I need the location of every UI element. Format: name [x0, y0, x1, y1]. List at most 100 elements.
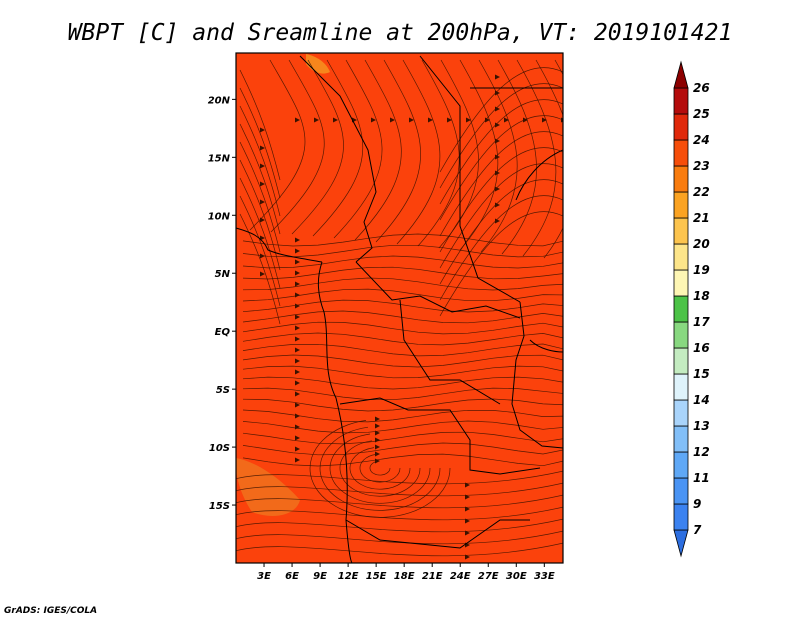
colorbar-bin [673, 165, 689, 193]
streamline-arrowhead [295, 424, 300, 430]
colorbar-label: 24 [693, 133, 710, 147]
streamline [239, 141, 281, 253]
colorbar-bin [673, 477, 689, 505]
y-axis: 20N 15N 10N 5N EQ 5S 10S 15S [208, 95, 236, 512]
streamline-arrowhead [314, 117, 319, 123]
streamline-arrowhead [260, 235, 265, 241]
streamline-arrowhead [295, 369, 300, 375]
grads-credit: GrADS: IGES/COLA [4, 606, 97, 616]
streamline-arrowhead [260, 217, 265, 223]
streamline [242, 376, 563, 390]
streamline-arrowhead [295, 281, 300, 287]
streamline-arrowhead [260, 253, 265, 259]
streamline [239, 213, 281, 325]
streamline-arrowhead [260, 181, 265, 187]
streamline-arrowhead [295, 347, 300, 353]
streamline [319, 426, 441, 511]
streamline [309, 420, 451, 518]
streamline-arrowhead [260, 199, 265, 205]
streamline [478, 59, 518, 253]
streamline [236, 518, 563, 533]
streamline-arrowhead [465, 482, 470, 488]
streamline [439, 115, 563, 221]
streamline-arrowhead [466, 117, 471, 123]
streamline-arrowhead [260, 127, 265, 133]
border-car [355, 261, 521, 319]
y-tick-label: 5S [216, 385, 230, 396]
country-borders [236, 55, 563, 563]
border-namibia [345, 519, 530, 549]
streamline-arrowhead [495, 90, 500, 96]
streamline-arrowhead [495, 186, 500, 192]
streamline [439, 83, 563, 189]
streamline [236, 542, 563, 557]
streamline [242, 255, 563, 269]
streamline-arrowhead [295, 391, 300, 397]
streamline [439, 99, 563, 205]
streamline [242, 277, 563, 291]
streamline [239, 87, 281, 199]
streamline-arrowhead [495, 74, 500, 80]
colorbar-label: 11 [693, 471, 710, 485]
streamline [242, 442, 563, 456]
streamline-arrowhead [295, 314, 300, 320]
streamline [249, 59, 306, 231]
streamline [438, 59, 479, 249]
streamline-arrowhead [542, 117, 547, 123]
chart-title: WBPT [C] and Sreamline at 200hPa, VT: 20… [68, 20, 733, 46]
streamline-arrowhead [295, 358, 300, 364]
streamline-arrowhead [504, 117, 509, 123]
streamline-arrowhead [495, 122, 500, 128]
map-panel [235, 52, 585, 564]
colorbar-bin [673, 295, 689, 323]
streamline [242, 365, 563, 379]
y-tick-label: 15S [209, 501, 230, 512]
streamline [439, 131, 563, 237]
colorbar-bin [673, 373, 689, 401]
streamline-arrowhead [295, 303, 300, 309]
streamline [242, 266, 563, 280]
y-tick-label: 10N [208, 211, 231, 222]
streamline-arrowhead [375, 416, 380, 422]
streamline [242, 354, 563, 368]
streamline-arrowhead [260, 271, 265, 277]
streamline-arrowhead [295, 457, 300, 463]
streamline [239, 105, 281, 217]
streamline [236, 530, 563, 545]
colorbar-bin [673, 217, 689, 245]
streamline-arrowhead [580, 118, 585, 123]
streamline [239, 123, 281, 235]
streamline-arrowhead [295, 435, 300, 441]
streamline-arrowhead [465, 506, 470, 512]
streamline-arrowhead [409, 117, 414, 123]
colorbar-label: 22 [693, 185, 710, 199]
colorbar-bin [673, 503, 689, 531]
streamline-arrowhead [295, 292, 300, 298]
streamline-arrowhead [333, 117, 338, 123]
streamline-arrowhead [465, 530, 470, 536]
colorbar-bin [673, 191, 689, 219]
colorbar-label: 17 [693, 315, 710, 329]
x-tick-label: 12E [338, 571, 359, 582]
streamline-arrowhead [375, 444, 380, 450]
streamline-arrowhead [523, 117, 528, 123]
streamline-arrowhead [390, 117, 395, 123]
border-niger-chad [299, 55, 377, 263]
streamline [236, 506, 563, 521]
streamline [239, 177, 281, 289]
streamline [439, 195, 563, 301]
streamline-arrowhead [375, 430, 380, 436]
streamline [242, 343, 563, 357]
colorbar-label: 19 [693, 263, 710, 277]
streamline [239, 195, 281, 307]
colorbar-bin [673, 139, 689, 167]
streamline [242, 453, 563, 467]
y-tick-label: EQ [215, 327, 231, 338]
streamline [439, 211, 563, 317]
colorbar-bin [673, 87, 689, 115]
streamline-arrowhead [295, 270, 300, 276]
streamline [439, 147, 563, 253]
streamline-arrowhead [375, 451, 380, 457]
coastline-atlantic [317, 261, 353, 563]
